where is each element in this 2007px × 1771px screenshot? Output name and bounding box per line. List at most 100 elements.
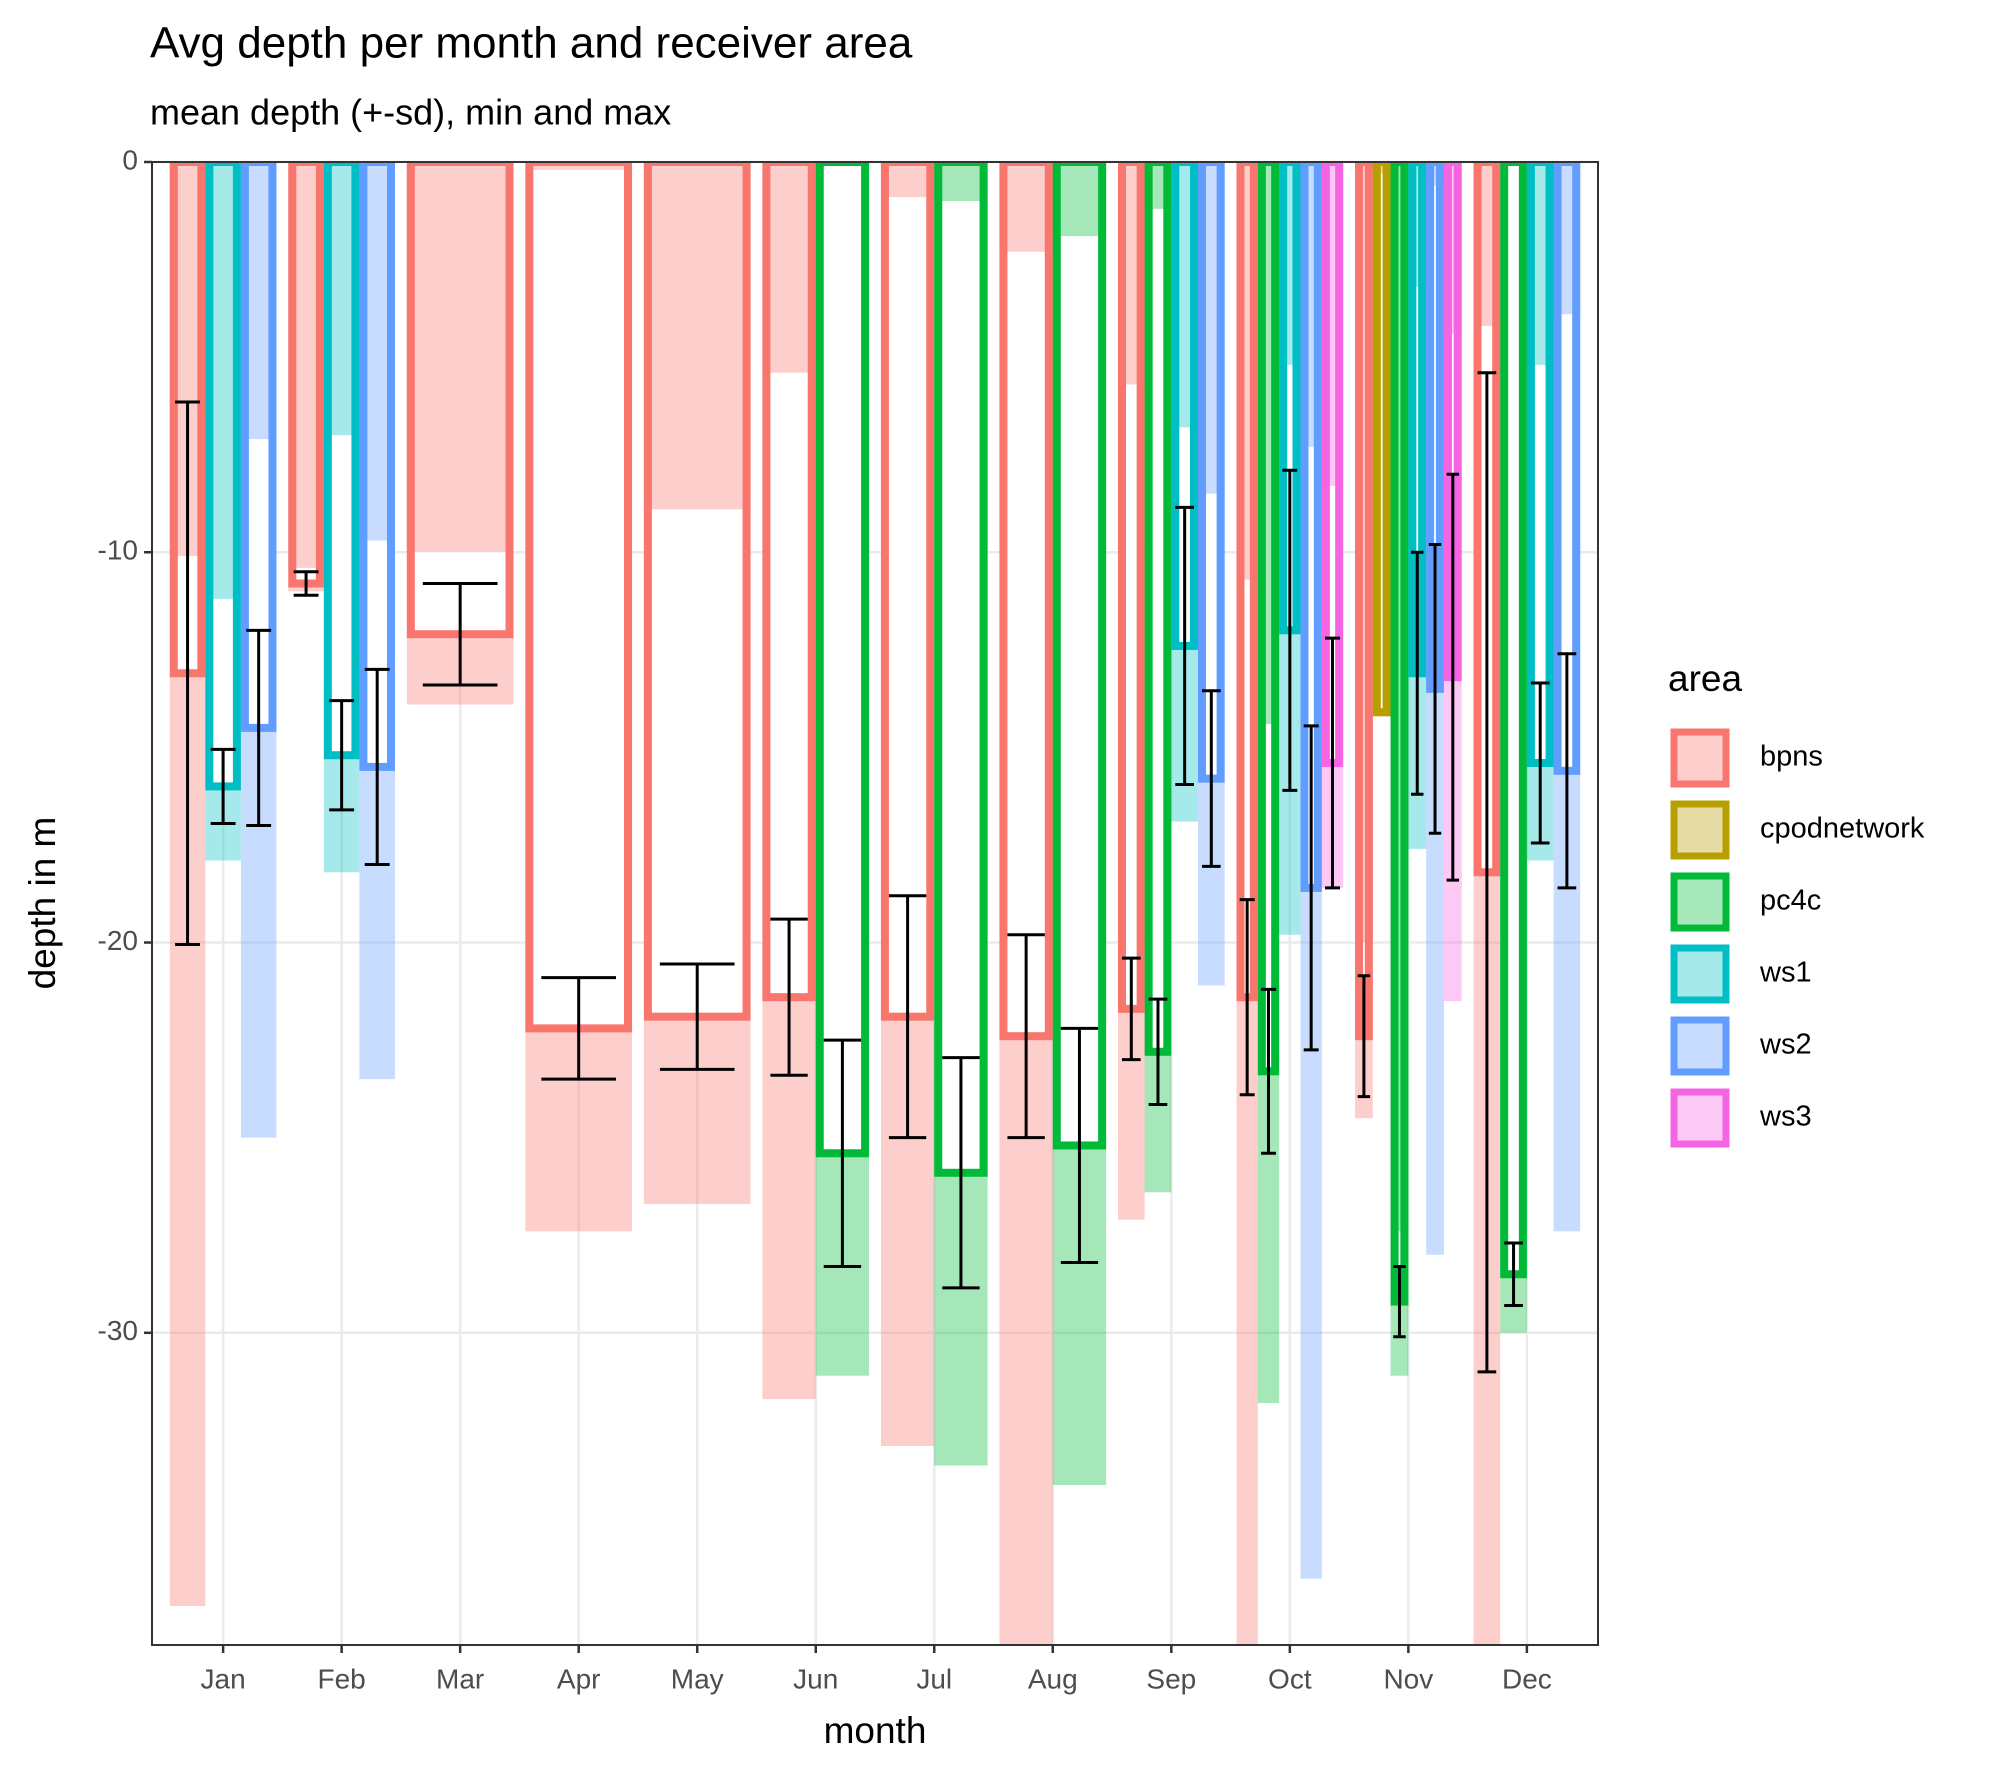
mean-fill: [1121, 162, 1141, 1009]
x-tick-label: Sep: [1146, 1663, 1196, 1694]
error-bar: [1357, 974, 1371, 1099]
error-bar: [1175, 505, 1194, 786]
mean-fill: [410, 162, 510, 635]
mean-fill: [1376, 162, 1387, 713]
legend-key: [1670, 872, 1730, 932]
mean-fill: [327, 162, 356, 756]
min-bar: [762, 162, 816, 373]
error-bar: [823, 1038, 862, 1268]
legend-key-bg: [1668, 798, 1732, 862]
error-bar: [1504, 1241, 1523, 1307]
legend-key-bg: [1668, 870, 1732, 934]
legend-key-bg: [1668, 942, 1732, 1006]
mean-fill: [1504, 162, 1523, 1275]
y-tick-label: -20: [98, 925, 138, 956]
min-bar: [643, 162, 751, 510]
mean-fill: [884, 162, 931, 1017]
legend-label: ws1: [1759, 957, 1812, 989]
mean-fill: [819, 162, 866, 1154]
mean-fill: [766, 162, 812, 998]
legend-label: bpns: [1760, 741, 1823, 773]
error-bar: [1007, 933, 1045, 1140]
x-tick-label: Jan: [201, 1663, 246, 1694]
legend-key: [1670, 1088, 1730, 1148]
x-tick-label: Feb: [318, 1663, 366, 1694]
legend-key-bg: [1668, 1014, 1732, 1078]
y-tick-label: -30: [98, 1315, 138, 1346]
x-tick-label: Nov: [1383, 1663, 1433, 1694]
mean-fill: [1530, 162, 1550, 764]
legend-key: [1670, 944, 1730, 1004]
error-bar: [1325, 636, 1340, 890]
y-tick-label: -10: [98, 535, 138, 566]
mean-fill: [1394, 162, 1405, 1302]
mean-fill: [292, 162, 320, 584]
mean-fill: [1359, 162, 1369, 1037]
chart-subtitle: mean depth (+-sd), min and max: [150, 92, 671, 133]
error-bar: [1428, 542, 1442, 835]
x-tick-label: Apr: [557, 1663, 601, 1694]
error-bar: [659, 962, 735, 1071]
error-bar: [541, 976, 617, 1081]
x-tick-label: Jun: [793, 1663, 838, 1694]
error-bar: [1411, 550, 1424, 796]
x-tick-label: Oct: [1268, 1663, 1312, 1694]
error-bar: [1446, 472, 1460, 882]
x-tick-label: May: [671, 1663, 724, 1694]
legend-key: [1670, 728, 1730, 788]
error-bar: [888, 894, 927, 1140]
mean-bar: [1372, 162, 1391, 717]
x-tick-label: Dec: [1502, 1663, 1552, 1694]
mean-fill: [1557, 162, 1577, 771]
mean-fill: [938, 162, 984, 1173]
min-bar: [934, 162, 988, 202]
error-bar: [1477, 371, 1497, 1374]
error-bar: [1239, 898, 1255, 1097]
legend-title: area: [1668, 658, 1742, 699]
mean-fill: [1412, 162, 1423, 674]
mean-fill: [1003, 162, 1049, 1037]
panel-border: [151, 161, 1599, 1646]
mean-fill: [363, 162, 391, 767]
legend-label: ws2: [1759, 1029, 1812, 1061]
legend-label: cpodnetwork: [1760, 813, 1925, 845]
min-bar: [1372, 162, 1391, 174]
mean-fill: [1056, 162, 1103, 1146]
min-bar: [1052, 162, 1107, 237]
error-bar: [1393, 1264, 1406, 1339]
legend-key-bg: [1668, 726, 1732, 790]
x-tick-label: Mar: [436, 1663, 484, 1694]
error-bar: [1201, 689, 1221, 868]
error-bar: [1060, 1026, 1099, 1265]
error-bar: [1261, 987, 1276, 1155]
legend-label: ws3: [1759, 1101, 1812, 1133]
plot-area: [169, 162, 1581, 1645]
error-bar: [1121, 956, 1141, 1062]
error-bar: [1557, 652, 1577, 890]
mean-fill: [209, 162, 237, 787]
error-bar: [210, 747, 236, 825]
mean-fill: [1430, 162, 1440, 689]
legend-label: pc4c: [1760, 885, 1821, 917]
error-bar: [175, 400, 201, 946]
error-bar: [942, 1056, 980, 1290]
legend-key: [1670, 800, 1730, 860]
x-tick-label: Aug: [1028, 1663, 1078, 1694]
error-bar: [422, 581, 498, 687]
error-bar: [770, 917, 808, 1077]
chart-title: Avg depth per month and receiver area: [150, 19, 913, 68]
legend-key-bg: [1668, 1086, 1732, 1150]
mean-fill: [1148, 162, 1168, 1052]
min-bar: [406, 162, 514, 553]
y-axis-title: depth in m: [22, 817, 63, 990]
error-bar: [293, 570, 319, 597]
error-bar: [1303, 724, 1319, 1052]
error-bar: [1148, 997, 1168, 1106]
mean-fill: [529, 162, 629, 1029]
min-bar: [880, 162, 935, 198]
error-bar: [329, 699, 355, 812]
x-axis-title: month: [824, 1710, 927, 1751]
mean-fill: [1201, 162, 1221, 779]
